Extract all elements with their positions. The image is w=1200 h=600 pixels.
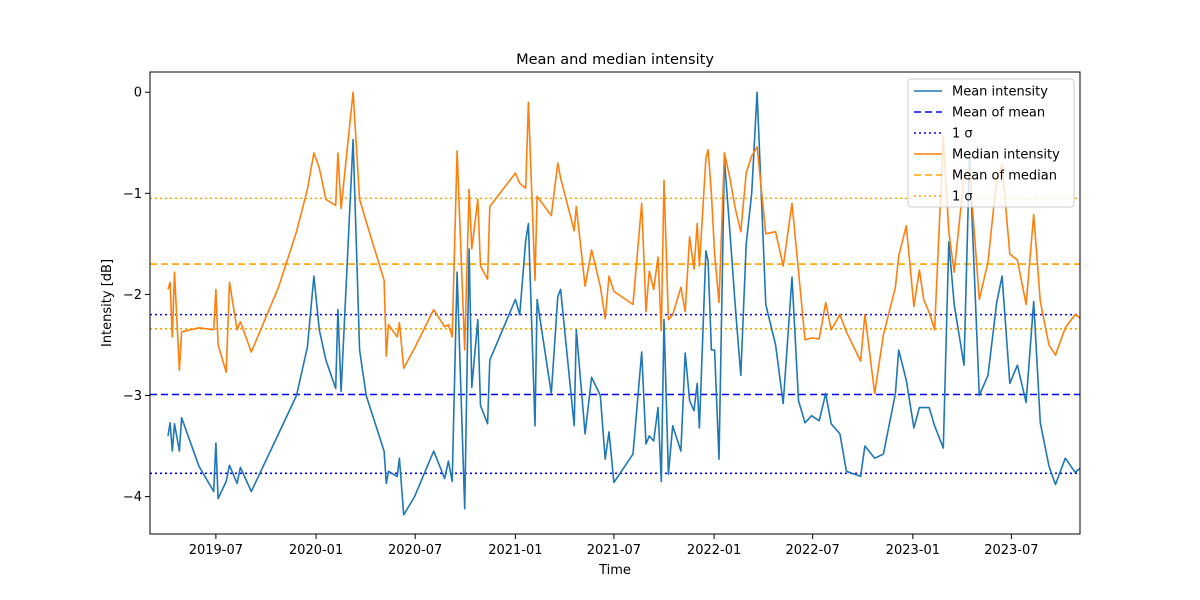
- legend-label: Mean of mean: [952, 106, 1045, 121]
- legend-label: Median intensity: [952, 148, 1060, 163]
- x-axis-label: Time: [598, 563, 631, 578]
- x-axis: 2019-07 2020-01 2020-07 2021-01 2021-07 2022-…: [189, 534, 1039, 558]
- x-tick-label: 2022-07: [785, 543, 839, 558]
- x-tick-label: 2019-07: [189, 543, 243, 558]
- legend: Mean intensity Mean of mean 1 σ Median inte…: [907, 78, 1075, 208]
- x-tick-label: 2023-07: [984, 543, 1038, 558]
- series-lines: [167, 91, 1080, 516]
- x-tick-label: 2022-01: [687, 543, 741, 558]
- plot-frame: [149, 71, 1081, 535]
- x-tick-label: 2020-01: [289, 543, 343, 558]
- chart-title: Mean and median intensity: [516, 52, 714, 68]
- y-tick-label: −4: [123, 490, 142, 505]
- x-tick-label: 2020-07: [388, 543, 442, 558]
- x-tick-label: 2021-01: [488, 543, 542, 558]
- x-tick-label: 2023-01: [886, 543, 940, 558]
- mean-intensity-line: [167, 91, 1080, 516]
- y-tick-label: 0: [134, 86, 142, 101]
- y-tick-label: −1: [123, 187, 142, 202]
- y-tick-label: −2: [123, 288, 142, 303]
- legend-box: [907, 78, 1075, 208]
- x-tick-label: 2021-07: [587, 543, 641, 558]
- legend-label: Mean of median: [952, 169, 1057, 184]
- median-intensity-line: [167, 91, 1080, 395]
- legend-label: 1 σ: [952, 190, 973, 205]
- y-tick-label: −3: [123, 389, 142, 404]
- legend-label: Mean intensity: [952, 85, 1048, 100]
- y-axis: 0 −1 −2 −3 −4: [123, 86, 150, 505]
- legend-label: 1 σ: [952, 127, 973, 142]
- y-axis-label: Intensity [dB]: [100, 259, 115, 347]
